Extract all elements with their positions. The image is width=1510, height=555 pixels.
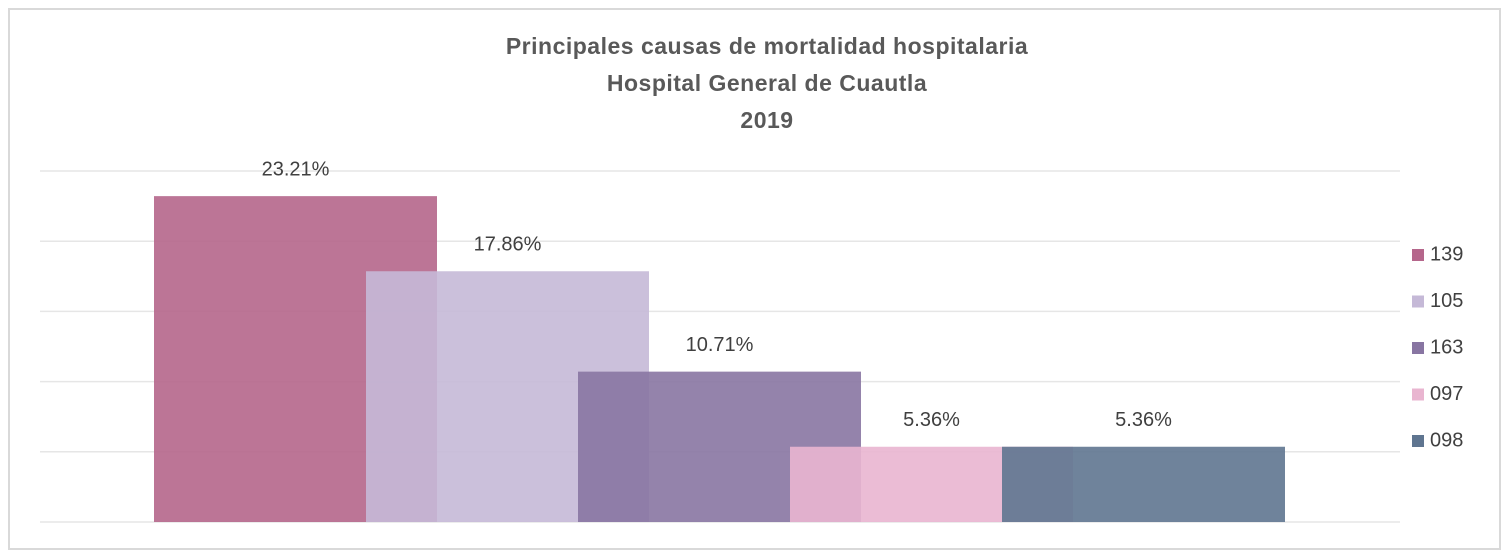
chart-year: 2019 [740,107,793,133]
legend-swatch [1412,295,1424,308]
legend-label: 163 [1430,336,1463,358]
legend-swatch [1412,435,1424,447]
data-label: 10.71% [686,334,754,356]
bar [1002,446,1285,522]
legend-label: 098 [1430,429,1463,451]
legend-label: 139 [1430,243,1463,265]
legend-swatch [1412,249,1424,261]
chart-subtitle: Hospital General de Cuautla [607,70,927,96]
data-label: 5.36% [903,409,960,431]
chart-title: Principales causas de mortalidad hospita… [506,33,1028,59]
legend-label: 097 [1430,383,1463,405]
data-label: 5.36% [1115,409,1172,431]
legend-label: 105 [1430,290,1463,312]
data-label: 23.21% [262,158,330,180]
data-label: 17.86% [474,234,542,256]
legend-swatch [1412,388,1424,401]
legend-swatch [1412,342,1424,354]
